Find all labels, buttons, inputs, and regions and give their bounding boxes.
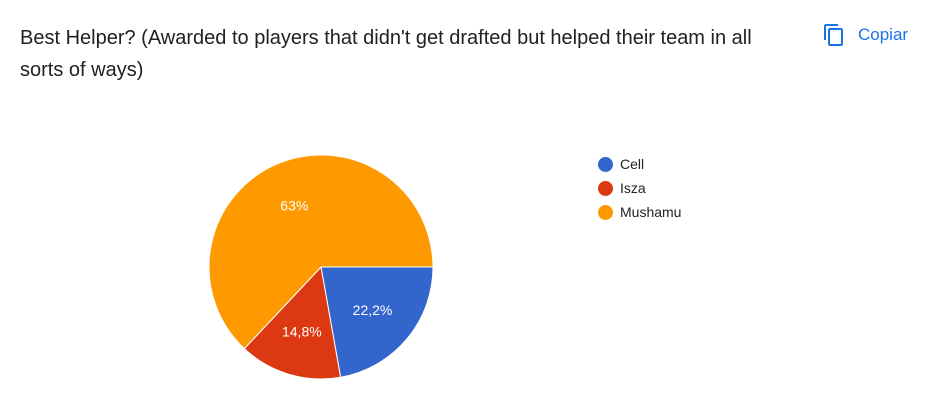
legend-item-isza[interactable]: Isza [598,176,681,200]
copy-icon [824,24,843,46]
legend-item-mushamu[interactable]: Mushamu [598,200,681,224]
legend-item-cell[interactable]: Cell [598,152,681,176]
copy-button-label: Copiar [858,25,909,44]
slice-label-mushamu: 63% [280,197,308,213]
legend-label: Mushamu [620,204,682,220]
pie-slice-mushamu[interactable] [208,154,434,350]
pie-slice-cell[interactable] [320,266,434,378]
legend-swatch [598,156,613,172]
legend-swatch [598,180,613,196]
pie-slice-isza[interactable] [243,265,342,380]
slice-label-isza: 14,8% [282,323,322,339]
slice-label-cell: 22,2% [353,302,393,318]
legend-label: Cell [620,156,645,172]
question-title: Best Helper? (Awarded to players that di… [20,27,752,81]
copy-button[interactable]: Copiar [812,16,918,54]
chart-legend: Cell Isza Mushamu [598,152,681,224]
legend-label: Isza [620,180,646,196]
legend-swatch [598,204,613,220]
